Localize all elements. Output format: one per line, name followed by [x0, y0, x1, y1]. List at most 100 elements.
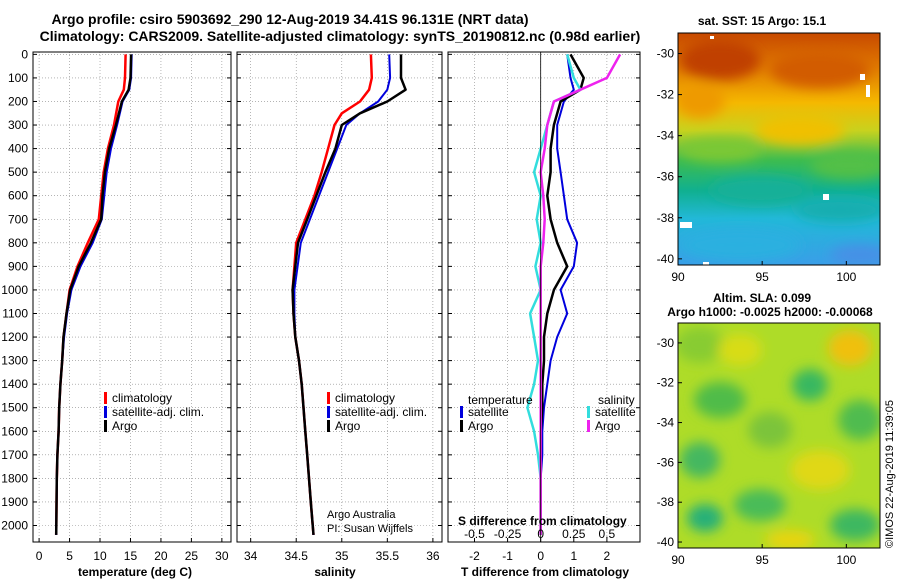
depth-tick-label: 100 — [8, 71, 28, 85]
cloud-mask — [860, 74, 865, 80]
difference-panel: -2 -1 0 1 2 -0.5 -0.25 0 0.25 0.5 — [447, 51, 641, 563]
s-diff-tick-label: 0.5 — [599, 527, 616, 541]
title-line-2: Climatology: CARS2009. Satellite-adjuste… — [40, 28, 641, 44]
x-tick-label: 0 — [537, 549, 544, 563]
x-tick-label: 5 — [66, 549, 73, 563]
x-tick-label: 1 — [570, 549, 577, 563]
x-tick-label: 34.5 — [285, 549, 309, 563]
series-argo — [54, 54, 133, 535]
legend-temperature-title: temperature — [468, 393, 533, 407]
depth-tick-label: 300 — [8, 118, 28, 132]
legend-s-argo-label: Argo — [595, 419, 621, 433]
depth-tick-label: 800 — [8, 236, 28, 250]
depth-tick-label: 1500 — [1, 401, 28, 415]
depth-tick-label: 0 — [21, 47, 28, 61]
difference-legend: temperature satellite Argo salinity sate… — [458, 393, 636, 528]
lat-tick-label: -34 — [657, 129, 675, 143]
x-tick-label: 36 — [426, 549, 440, 563]
salinity-frame — [236, 51, 443, 543]
legend-argo-label: Argo — [112, 419, 138, 433]
depth-tick-label: 400 — [8, 142, 28, 156]
sst-patches — [678, 40, 880, 265]
depth-tick-label: 900 — [8, 259, 28, 273]
cloud-mask — [823, 194, 829, 200]
x-tick-label: 25 — [185, 549, 199, 563]
lat-tick-label: -32 — [657, 376, 675, 390]
temperature-legend: climatology satellite-adj. clim. Argo — [104, 391, 204, 433]
s-diff-tick-label: -0.25 — [494, 527, 522, 541]
sla-map-frame — [677, 322, 881, 549]
sst-map-axes: 90 95 100 -30 -32 -34 -36 -38 -40 — [657, 47, 857, 284]
lat-tick-label: -36 — [657, 455, 675, 469]
sst-map-frame — [677, 32, 881, 266]
cloud-mask — [680, 222, 692, 228]
depth-tick-label: 1900 — [1, 495, 28, 509]
series-satellite-adj-clim- — [55, 54, 133, 535]
legend-climatology-swatch — [104, 392, 107, 404]
depth-tick-label: 500 — [8, 165, 28, 179]
legend-satellite-swatch — [104, 406, 107, 418]
sst-map — [678, 33, 880, 265]
depth-tick-label: 1800 — [1, 471, 28, 485]
credit-line-2: PI: Susan Wijffels — [327, 523, 413, 535]
lat-tick-label: -30 — [657, 47, 675, 61]
legend-t-satellite-label: satellite — [468, 405, 509, 419]
legend-s-satellite-label: satellite — [595, 405, 636, 419]
title-line-1: Argo profile: csiro 5903692_290 12-Aug-2… — [52, 11, 529, 27]
sla-map — [678, 323, 880, 548]
sst-map-title: sat. SST: 15 Argo: 15.1 — [698, 14, 827, 28]
timestamp: ©IMOS 22-Aug-2019 11:39:05 — [884, 400, 896, 548]
depth-tick-label: 1000 — [1, 283, 28, 297]
depth-tick-label: 1400 — [1, 377, 28, 391]
s-difference-axis-label: S difference from climatology — [458, 514, 627, 528]
lon-tick-label: 100 — [836, 553, 856, 567]
lon-tick-label: 100 — [836, 270, 856, 284]
legend-argo-swatch — [104, 420, 107, 432]
lat-tick-label: -38 — [657, 495, 675, 509]
sla-map-subtitle: Argo h1000: -0.0025 h2000: -0.00068 — [667, 305, 873, 319]
x-tick-label: 35.5 — [376, 549, 400, 563]
x-tick-label: 2 — [604, 549, 611, 563]
temperature-frame — [32, 51, 232, 543]
x-tick-label: 10 — [93, 549, 107, 563]
legend-argo-label: Argo — [335, 419, 361, 433]
depth-tick-label: 1100 — [2, 306, 28, 320]
series-t-satellite — [539, 54, 579, 535]
series-argo — [291, 54, 407, 536]
legend-climatology-swatch — [327, 392, 330, 404]
lat-tick-label: -38 — [657, 211, 675, 225]
x-tick-label: -2 — [469, 549, 480, 563]
s-diff-tick-label: 0.25 — [562, 527, 586, 541]
sla-patches — [678, 327, 880, 548]
temperature-panel: 0 5 10 15 20 25 300100200300400500600700800900… — [1, 47, 232, 563]
legend-t-satellite-swatch — [460, 406, 463, 418]
depth-tick-label: 200 — [8, 94, 28, 108]
legend-t-argo-swatch — [460, 420, 463, 432]
legend-s-satellite-swatch — [587, 406, 590, 418]
depth-tick-label: 1600 — [1, 424, 28, 438]
x-tick-label: -1 — [502, 549, 513, 563]
lat-tick-label: -36 — [657, 170, 675, 184]
depth-tick-label: 1700 — [1, 448, 28, 462]
lat-tick-label: -32 — [657, 88, 675, 102]
x-tick-label: 35 — [335, 549, 349, 563]
temperature-axis-label: temperature (deg C) — [78, 565, 192, 579]
salinity-axis-label: salinity — [314, 565, 356, 579]
x-tick-label: 30 — [215, 549, 229, 563]
lat-tick-label: -40 — [657, 252, 675, 266]
depth-tick-label: 2000 — [1, 519, 28, 533]
legend-satellite-label: satellite-adj. clim. — [112, 405, 204, 419]
depth-tick-label: 600 — [8, 189, 28, 203]
lat-tick-label: -34 — [657, 416, 675, 430]
s-diff-tick-label: 0 — [537, 527, 544, 541]
salinity-panel: 34 34.5 35 35.5 36 — [236, 51, 443, 563]
cloud-mask — [703, 262, 709, 265]
difference-frame — [447, 51, 641, 543]
lon-tick-label: 95 — [755, 270, 769, 284]
legend-salinity-title: salinity — [598, 393, 635, 407]
legend-climatology-label: climatology — [335, 391, 395, 405]
lon-tick-label: 90 — [671, 270, 685, 284]
t-difference-axis-label: T difference from climatology — [461, 565, 629, 579]
cloud-mask — [866, 85, 870, 97]
